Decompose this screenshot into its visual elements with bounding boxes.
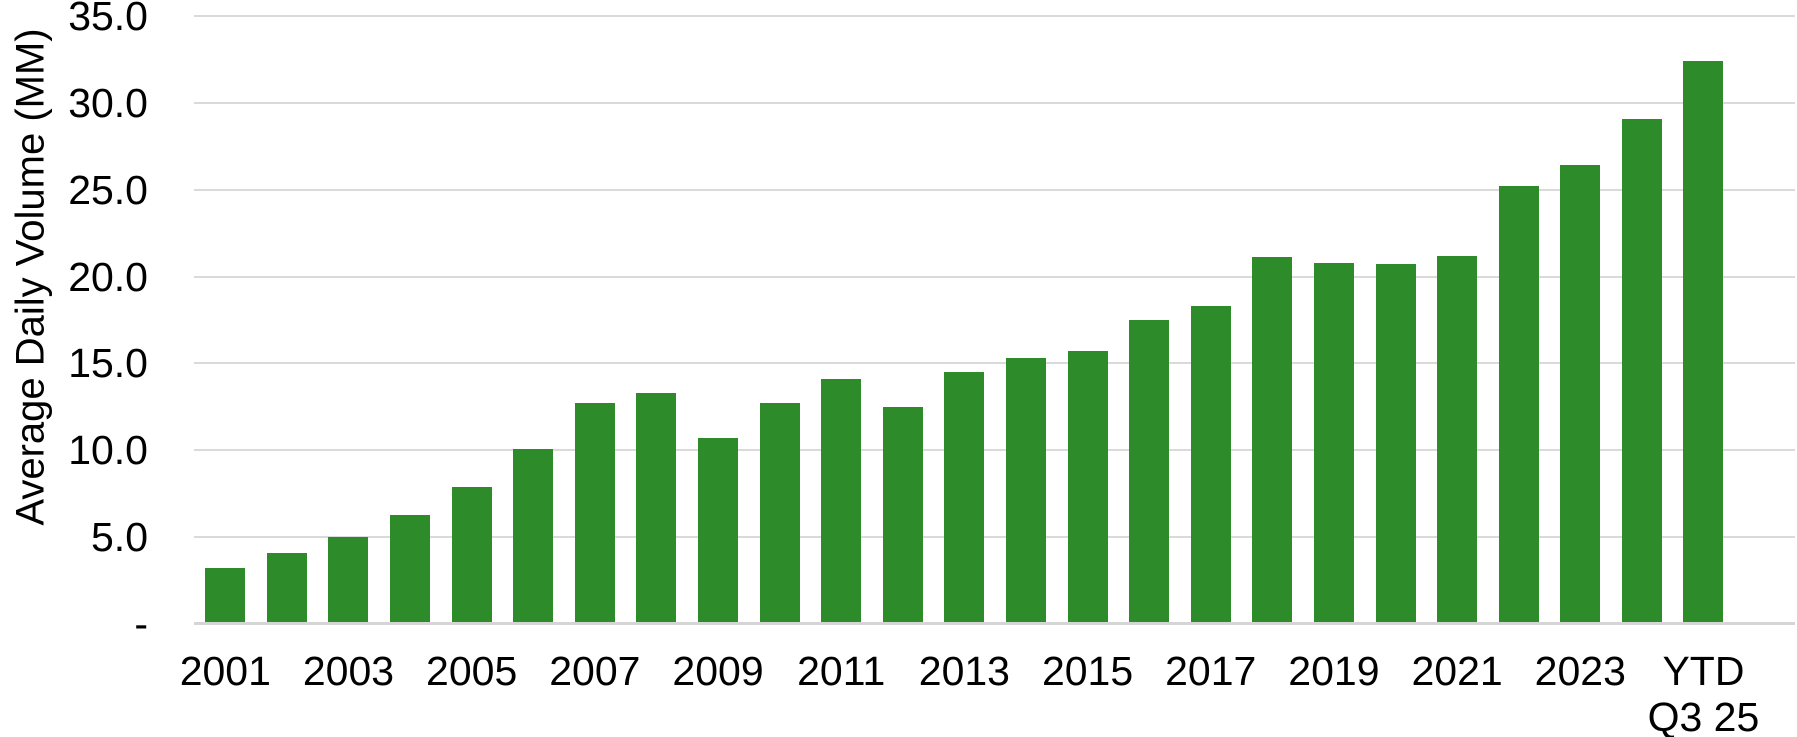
x-tick-label-line: 2003 <box>302 648 395 694</box>
x-tick-label-line: 2019 <box>1288 648 1380 694</box>
bar-2017 <box>1190 306 1231 624</box>
x-tick-label-line: 2001 <box>179 648 271 694</box>
x-tick-label-2009: 2009 <box>638 648 798 694</box>
bar-2003 <box>328 537 369 624</box>
x-tick-label-2019: 2019 <box>1254 648 1414 694</box>
y-tick-label-20: 20.0 <box>68 253 148 300</box>
y-tick-label-0: - <box>134 601 148 647</box>
bar-2011 <box>821 379 862 624</box>
gridline-25.0 <box>194 188 1795 191</box>
y-tick-label-15: 15.0 <box>68 340 148 387</box>
x-tick-label-ytd-q3-25: YTD Q3 25 <box>1623 648 1783 737</box>
gridline-30.0 <box>194 101 1795 104</box>
x-tick-label-2013: 2013 <box>884 648 1044 694</box>
x-tick-label-line: 2017 <box>1165 648 1257 694</box>
bar-2016 <box>1129 320 1170 624</box>
bar-ytd-q3-25 <box>1683 61 1724 624</box>
x-tick-label-2007: 2007 <box>515 648 675 694</box>
gridline-15.0 <box>194 362 1795 365</box>
y-tick-label-25: 25.0 <box>68 166 148 213</box>
x-tick-label-2015: 2015 <box>1008 648 1168 694</box>
bar-2008 <box>636 392 677 624</box>
x-tick-label-2003: 2003 <box>268 648 428 694</box>
bar-2024 <box>1621 118 1662 624</box>
x-tick-label-line: YTD <box>1662 648 1745 694</box>
bar-2015 <box>1067 351 1108 624</box>
y-tick-label-5: 5.0 <box>91 514 148 561</box>
y-tick-label-10: 10.0 <box>68 427 148 474</box>
bar-2018 <box>1252 257 1293 624</box>
x-tick-label-line: 2009 <box>672 648 764 694</box>
plot-area <box>194 15 1795 625</box>
gridline-35.0 <box>194 15 1795 17</box>
x-tick-label-2023: 2023 <box>1500 648 1660 694</box>
gridline-20.0 <box>194 275 1795 278</box>
bar-2021 <box>1437 255 1478 624</box>
x-tick-label-line: 2005 <box>426 648 518 694</box>
bar-2001 <box>205 568 246 624</box>
x-tick-label-line: 2013 <box>918 648 1010 694</box>
bar-2023 <box>1560 165 1601 624</box>
bar-2014 <box>1005 358 1046 624</box>
x-axis-line <box>194 622 1795 625</box>
bar-2005 <box>451 486 492 624</box>
bar-2007 <box>574 403 615 624</box>
bar-2002 <box>266 552 307 624</box>
bar-2010 <box>759 403 800 624</box>
bar-2022 <box>1498 186 1539 624</box>
y-tick-label-35: 35.0 <box>68 0 148 39</box>
y-tick-label-30: 30.0 <box>68 79 148 126</box>
bar-2004 <box>390 514 431 624</box>
bar-2019 <box>1313 262 1354 624</box>
bar-2006 <box>513 448 554 624</box>
x-tick-label-2011: 2011 <box>761 648 921 694</box>
bar-2009 <box>698 438 739 624</box>
x-tick-label-2017: 2017 <box>1131 648 1291 694</box>
x-tick-label-line: 2023 <box>1534 648 1626 694</box>
x-tick-label-line: Q3 25 <box>1647 694 1760 737</box>
gridline-10.0 <box>194 449 1795 452</box>
x-tick-label-2021: 2021 <box>1377 648 1537 694</box>
x-tick-label-line: 2021 <box>1411 648 1503 694</box>
x-tick-label-line: 2011 <box>797 648 886 694</box>
bar-2012 <box>882 406 923 624</box>
bar-2020 <box>1375 264 1416 624</box>
x-tick-label-line: 2015 <box>1041 648 1134 694</box>
x-tick-label-2005: 2005 <box>392 648 552 694</box>
x-tick-label-line: 2007 <box>549 648 641 694</box>
x-tick-label-2001: 2001 <box>145 648 305 694</box>
gridline-5.0 <box>194 536 1795 539</box>
bar-2013 <box>944 372 985 624</box>
